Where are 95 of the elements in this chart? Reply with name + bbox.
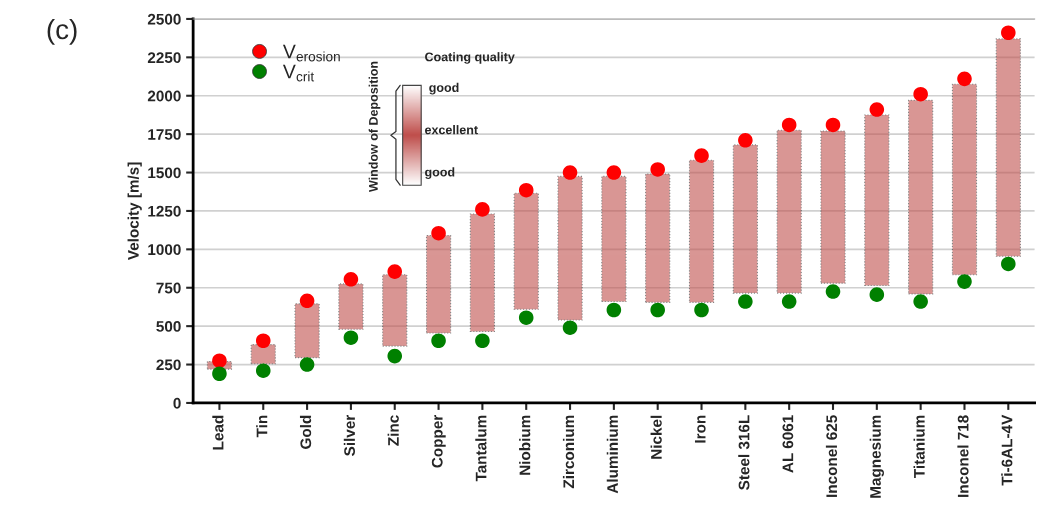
point	[869, 287, 885, 302]
point	[738, 133, 753, 148]
point	[650, 162, 665, 177]
y-tick-label: 2250	[147, 52, 181, 64]
bar	[732, 144, 758, 294]
y-tick-label: 2000	[147, 90, 181, 102]
bar	[776, 129, 802, 294]
point	[606, 165, 622, 180]
annotation: good	[429, 82, 459, 95]
x-tick-label: Tantalum	[475, 415, 487, 482]
text: (c)	[47, 18, 77, 45]
point	[255, 333, 271, 349]
point	[299, 293, 315, 309]
point	[518, 310, 534, 325]
x-tick-label: Copper	[431, 414, 446, 468]
bar	[995, 38, 1021, 257]
x-tick-label: Iron	[694, 415, 706, 443]
point	[387, 348, 403, 364]
x-tick-label: Aluminium	[606, 415, 618, 494]
y-axis-title: Velocity [m/s]	[127, 162, 142, 261]
bar	[645, 173, 671, 303]
point	[650, 302, 665, 318]
legend-label: V$_{erosion}$	[282, 44, 340, 62]
point	[694, 148, 709, 163]
bar	[601, 175, 627, 303]
point	[606, 302, 622, 318]
x-tick-label: Inconel 625	[825, 415, 838, 497]
x-tick-label: Zirconium	[562, 415, 575, 489]
bar	[820, 130, 846, 284]
y-tick-label: 1250	[148, 205, 181, 217]
point	[212, 366, 227, 382]
point	[343, 272, 359, 287]
bar	[513, 192, 539, 310]
bar	[864, 114, 890, 286]
point	[255, 363, 271, 378]
legend-label: V$_{crit}$	[282, 64, 315, 82]
y-tick-label: 750	[156, 282, 181, 294]
point	[738, 294, 753, 309]
y-tick-label: 1000	[148, 244, 181, 256]
point	[343, 330, 359, 345]
point	[825, 117, 841, 133]
x-tick-label: Lead	[212, 415, 224, 450]
point	[1001, 25, 1016, 41]
point	[781, 294, 797, 309]
bar	[382, 274, 408, 347]
point	[694, 302, 709, 318]
y-tick-label: 2500	[147, 13, 181, 25]
bar	[469, 213, 496, 333]
point	[387, 264, 403, 279]
point	[475, 333, 490, 349]
point	[781, 117, 797, 133]
x-tick-label: Inconel 718	[957, 415, 969, 497]
annotation: excellent	[425, 125, 478, 135]
annotation: Coating quality	[425, 52, 515, 64]
x-tick-label: Nickel	[650, 415, 662, 459]
point	[431, 333, 446, 349]
annotation: good	[425, 167, 455, 180]
point	[825, 284, 841, 299]
point	[957, 274, 972, 289]
x-tick-label: Tin	[256, 415, 268, 438]
bar	[557, 175, 583, 321]
bar	[425, 234, 452, 334]
point	[1001, 256, 1016, 272]
bar	[951, 83, 978, 276]
x-tick-label: Steel 316L	[738, 415, 750, 490]
y-tick-label: 250	[156, 359, 181, 371]
y-tick-label: 0	[173, 397, 181, 409]
bar	[294, 303, 320, 359]
point	[913, 86, 928, 102]
y-tick-label: 1750	[148, 129, 181, 140]
x-tick-label: Niobium	[519, 415, 531, 475]
bar	[688, 159, 715, 303]
y-tick-label: 1500	[148, 167, 181, 179]
x-tick-label: Silver	[343, 414, 356, 456]
point	[299, 357, 315, 372]
x-tick-label: Zinc	[387, 415, 399, 446]
point	[869, 102, 885, 117]
x-tick-label: AL 6061	[782, 415, 794, 473]
annotation: Window of Deposition	[368, 61, 381, 193]
point	[518, 182, 534, 198]
x-tick-label: Titanium	[913, 415, 925, 478]
point	[562, 320, 578, 335]
bar	[338, 283, 364, 330]
point	[913, 294, 928, 309]
x-tick-label: Ti-6AL-4V	[1001, 414, 1013, 486]
bar	[250, 344, 276, 365]
point	[431, 225, 446, 241]
point	[957, 71, 972, 87]
point	[562, 165, 578, 180]
x-tick-label: Magnesium	[869, 415, 884, 498]
bar	[908, 99, 934, 295]
point	[212, 353, 227, 368]
y-tick-label: 500	[156, 321, 181, 332]
point	[475, 202, 490, 217]
x-tick-label: Gold	[299, 415, 312, 449]
